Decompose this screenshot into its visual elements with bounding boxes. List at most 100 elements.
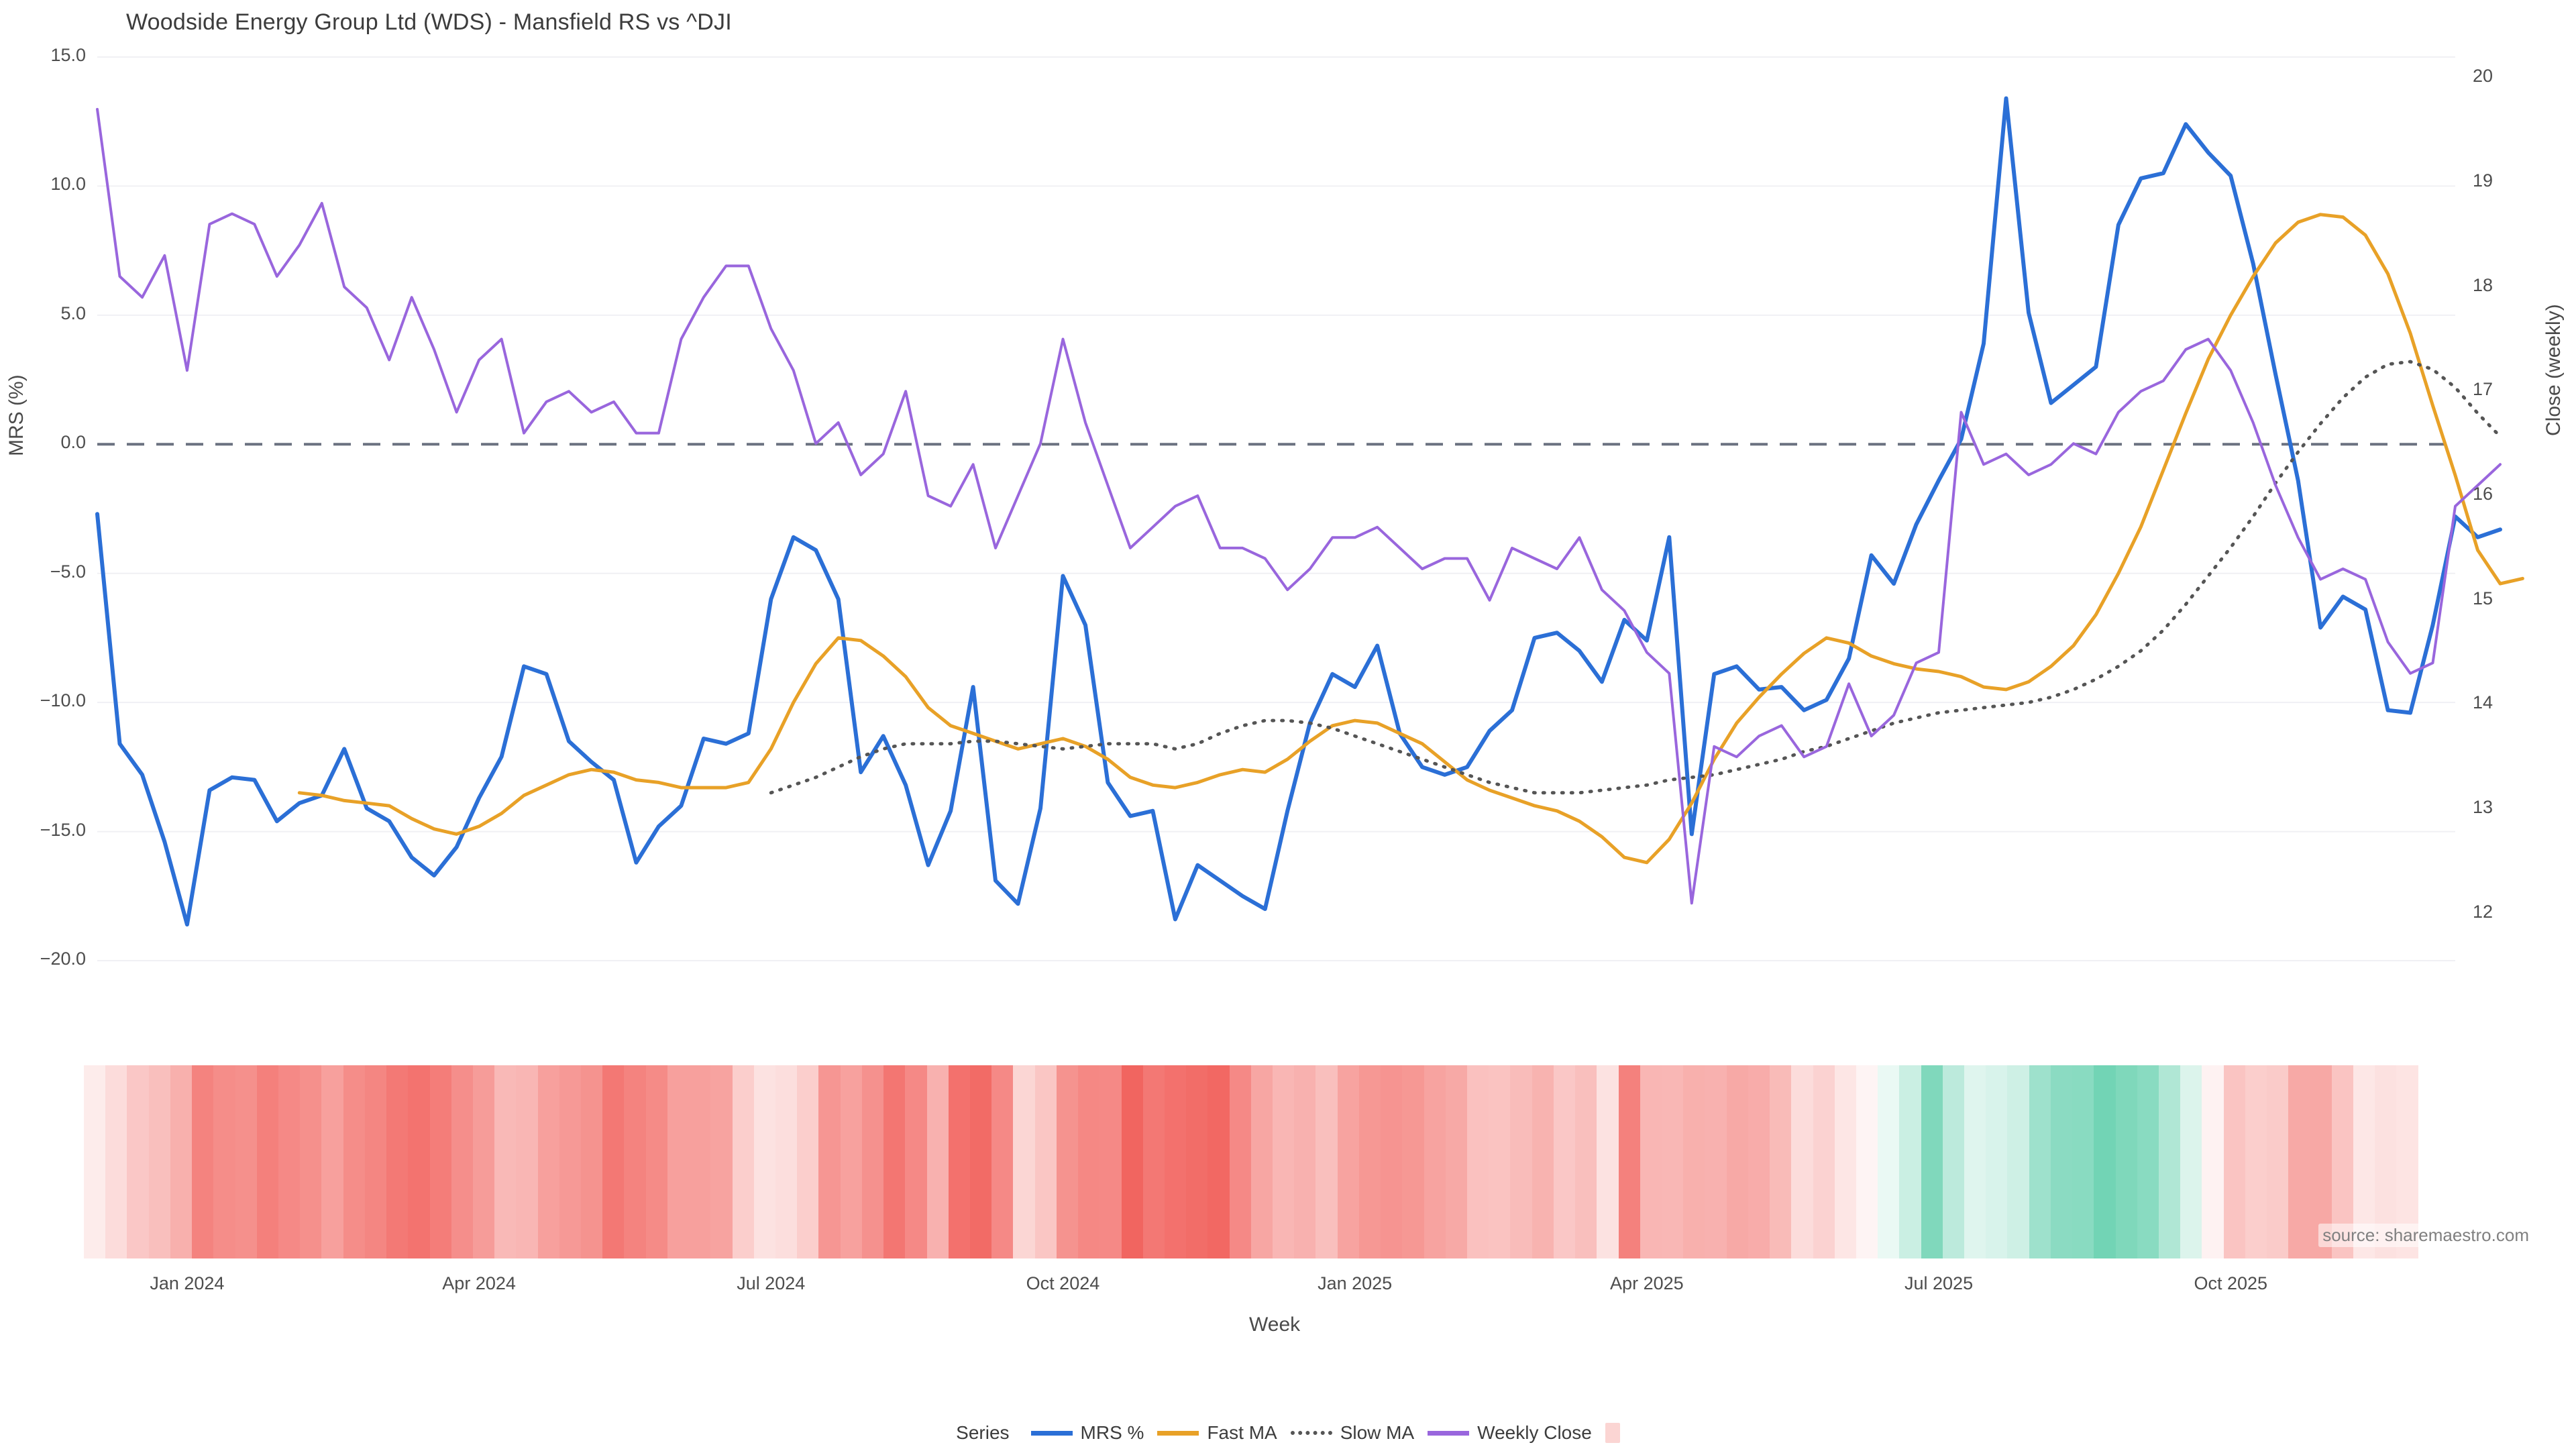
heatmap-band — [1942, 1065, 1965, 1258]
heatmap-band — [1748, 1065, 1770, 1258]
heatmap-band — [256, 1065, 278, 1258]
legend-item-fast-ma[interactable]: Fast MA — [1157, 1422, 1277, 1444]
legend-item-mrs-[interactable]: MRS % — [1030, 1422, 1144, 1444]
y-tick-right: 14 — [2473, 692, 2493, 713]
heatmap-band — [1142, 1065, 1165, 1258]
heatmap-band — [1834, 1065, 1856, 1258]
x-tick: Jul 2024 — [737, 1273, 806, 1293]
heatmap-band — [1597, 1065, 1619, 1258]
x-tick: Oct 2025 — [2194, 1273, 2268, 1293]
heatmap-band — [386, 1065, 409, 1258]
legend-label: Slow MA — [1340, 1422, 1415, 1443]
heatmap-band — [2288, 1065, 2310, 1258]
heatmap-band — [213, 1065, 235, 1258]
heatmap-band — [127, 1065, 149, 1258]
legend-swatch-icon — [1157, 1430, 1199, 1436]
heatmap-band — [1553, 1065, 1576, 1258]
series-line-mrs- — [95, 96, 2502, 927]
heatmap-band — [2094, 1065, 2116, 1258]
heatmap-band — [624, 1065, 646, 1258]
heatmap-band — [1813, 1065, 1835, 1258]
heatmap-band — [1899, 1065, 1921, 1258]
heatmap-band — [1337, 1065, 1359, 1258]
heatmap-band — [1250, 1065, 1273, 1258]
heatmap-band — [905, 1065, 927, 1258]
heatmap-band — [2202, 1065, 2224, 1258]
heatmap-band — [1770, 1065, 1792, 1258]
heatmap-band — [343, 1065, 365, 1258]
legend-item-heatmap[interactable] — [1605, 1423, 1620, 1443]
heatmap-band — [321, 1065, 343, 1258]
heatmap-band — [1316, 1065, 1338, 1258]
heatmap-band — [2050, 1065, 2073, 1258]
heatmap-band — [753, 1065, 775, 1258]
heatmap-band — [408, 1065, 430, 1258]
heatmap-band — [1402, 1065, 1424, 1258]
heatmap-band — [732, 1065, 754, 1258]
heatmap-band — [969, 1065, 992, 1258]
legend-item-weekly-close[interactable]: Weekly Close — [1428, 1422, 1592, 1444]
heatmap-band — [2159, 1065, 2181, 1258]
legend-title: Series — [956, 1422, 1010, 1443]
y-tick-right: 20 — [2473, 66, 2493, 87]
heatmap-band — [148, 1065, 170, 1258]
heatmap-band — [1856, 1065, 1878, 1258]
heatmap-band — [2137, 1065, 2159, 1258]
heatmap-band — [1878, 1065, 1900, 1258]
heatmap-band — [1229, 1065, 1251, 1258]
heatmap-band — [861, 1065, 884, 1258]
heatmap-band — [1705, 1065, 1727, 1258]
heatmap-band — [1618, 1065, 1640, 1258]
heatmap-band — [1056, 1065, 1079, 1258]
heatmap-band — [2267, 1065, 2289, 1258]
heatmap-band — [1986, 1065, 2008, 1258]
heatmap-band — [192, 1065, 214, 1258]
heatmap-band — [2029, 1065, 2051, 1258]
heatmap-band — [537, 1065, 559, 1258]
heatmap-band — [1532, 1065, 1554, 1258]
y-tick-right: 13 — [2473, 797, 2493, 818]
heatmap-band — [2245, 1065, 2267, 1258]
heatmap-band — [1683, 1065, 1705, 1258]
heatmap-band — [2007, 1065, 2029, 1258]
source-attribution: source: sharemaestro.com — [2318, 1224, 2533, 1247]
heatmap-band — [1489, 1065, 1511, 1258]
y-tick-right: 18 — [2473, 274, 2493, 295]
heatmap-band — [1791, 1065, 1813, 1258]
mrs-heatmap-strip — [84, 1065, 2418, 1258]
heatmap-band — [689, 1065, 711, 1258]
heatmap-band — [1099, 1065, 1122, 1258]
y-tick-left: −20.0 — [40, 949, 86, 969]
heatmap-band — [1358, 1065, 1381, 1258]
x-tick: Jan 2025 — [1318, 1273, 1393, 1293]
page-title: Woodside Energy Group Ltd (WDS) - Mansfi… — [126, 9, 732, 35]
y-tick-right: 16 — [2473, 484, 2493, 504]
heatmap-band — [1575, 1065, 1597, 1258]
legend-label: MRS % — [1080, 1422, 1144, 1443]
legend-label: Weekly Close — [1477, 1422, 1592, 1443]
heatmap-band — [926, 1065, 949, 1258]
legend-label: Fast MA — [1207, 1422, 1277, 1443]
legend-item-slow-ma[interactable]: Slow MA — [1290, 1422, 1415, 1444]
series-line-slow-ma — [769, 360, 2502, 795]
y-tick-right: 12 — [2473, 901, 2493, 922]
heatmap-band — [775, 1065, 798, 1258]
y-tick-left: 10.0 — [50, 174, 86, 195]
heatmap-band — [1661, 1065, 1684, 1258]
x-tick: Jul 2025 — [1904, 1273, 1974, 1293]
y-axis-right-label: Close (weekly) — [2542, 304, 2565, 436]
heatmap-band — [1424, 1065, 1446, 1258]
heatmap-band — [472, 1065, 495, 1258]
x-tick: Jan 2024 — [150, 1273, 225, 1293]
heatmap-band — [1078, 1065, 1100, 1258]
heatmap-band — [2115, 1065, 2137, 1258]
heatmap-band — [494, 1065, 517, 1258]
legend-heatmap-swatch-icon — [1605, 1423, 1620, 1443]
heatmap-band — [559, 1065, 582, 1258]
heatmap-band — [645, 1065, 667, 1258]
heatmap-band — [1921, 1065, 1943, 1258]
y-tick-left: 5.0 — [60, 303, 86, 323]
heatmap-band — [2072, 1065, 2094, 1258]
